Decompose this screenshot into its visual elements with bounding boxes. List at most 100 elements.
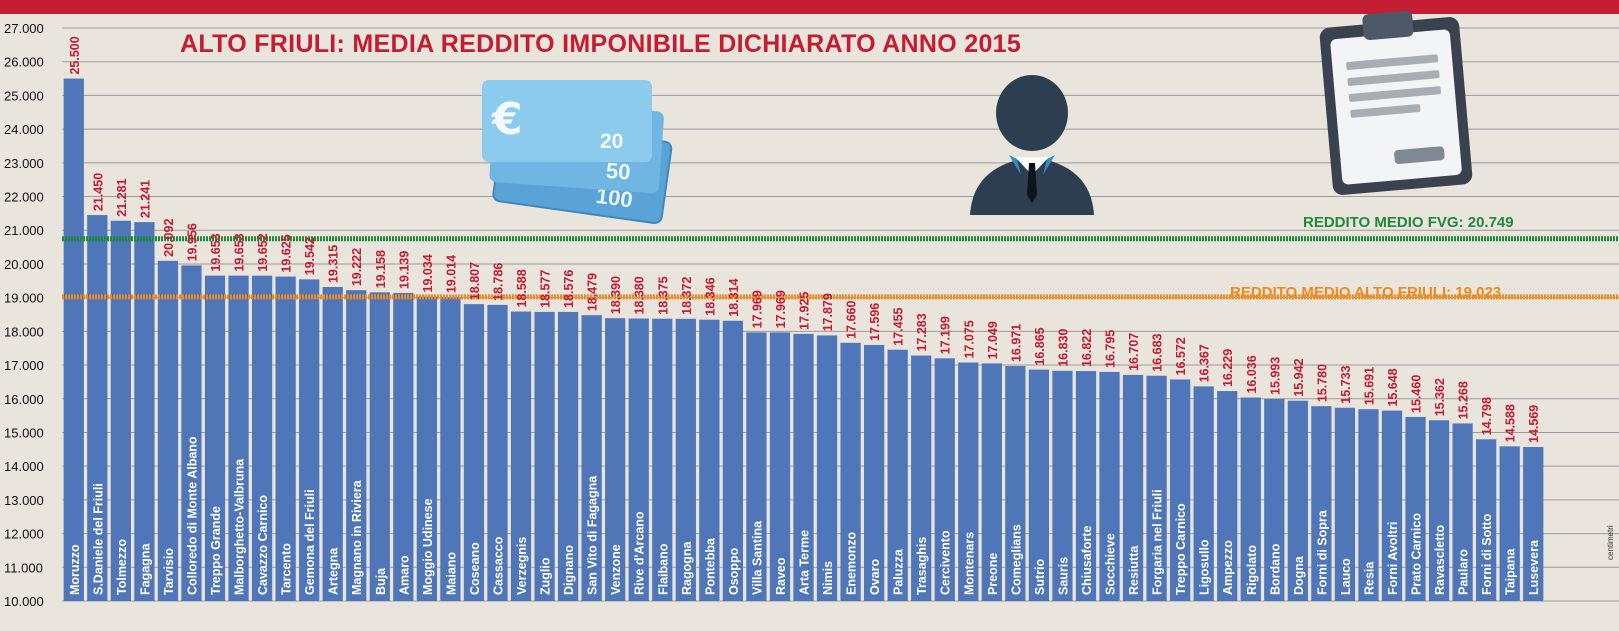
category-label: Sauris — [1056, 557, 1070, 595]
reference-label-fvg: REDDITO MEDIO FVG: 20.749 — [1303, 214, 1514, 231]
category-label: Buja — [374, 567, 388, 595]
bar — [1428, 420, 1450, 601]
value-label: 19.315 — [327, 245, 341, 283]
bar — [157, 260, 179, 601]
bar — [840, 342, 861, 601]
value-label: 17.075 — [962, 320, 976, 358]
bar — [1499, 446, 1520, 601]
category-label: Forgaria nel Friuli — [1151, 489, 1165, 595]
category-label: Rive d'Arcano — [633, 511, 647, 595]
category-label: Tarcento — [280, 543, 294, 595]
bar — [1287, 400, 1308, 601]
value-label: 18.807 — [468, 262, 482, 300]
value-label: 20.092 — [162, 219, 176, 257]
bar — [1334, 407, 1356, 601]
bar — [581, 315, 602, 601]
bar — [1052, 370, 1073, 601]
category-label: Verzegnis — [515, 537, 529, 595]
value-label: 14.569 — [1527, 405, 1541, 443]
bar — [605, 318, 626, 601]
category-label: Ampezzo — [1221, 540, 1235, 595]
category-label: Ravascletto — [1433, 524, 1447, 595]
category-label: Dogna — [1292, 555, 1306, 595]
category-label: Flaibano — [656, 543, 670, 595]
y-tick-label: 24.000 — [4, 122, 44, 137]
bar — [87, 215, 108, 602]
category-label: Lauco — [1339, 558, 1353, 595]
bar — [863, 344, 885, 601]
category-label: Rigolato — [1245, 545, 1259, 595]
category-label: Artegna — [327, 547, 341, 595]
y-tick-label: 19.000 — [4, 291, 44, 306]
value-label: 21.281 — [115, 178, 129, 216]
value-label: 19.653 — [209, 233, 223, 271]
value-label: 18.786 — [491, 263, 505, 301]
y-tick-label: 22.000 — [4, 190, 44, 205]
bar — [463, 304, 485, 601]
y-axis-ticks: 10.000 11.000 12.000 13.000 14.000 15.000 16.0… — [4, 21, 44, 609]
category-label: Taipana — [1504, 548, 1518, 595]
category-label: Montenars — [962, 532, 976, 595]
category-label: Cavazzo Carnico — [256, 495, 270, 595]
value-label: 18.346 — [703, 277, 717, 315]
bar — [1193, 386, 1214, 601]
value-label: 16.036 — [1245, 355, 1259, 393]
category-label: Resiutta — [1127, 545, 1141, 595]
value-label: 19.542 — [303, 237, 317, 275]
bar — [934, 358, 955, 601]
bar — [981, 363, 1002, 601]
value-labels: 25.500 21.450 21.281 21.241 20.092 19.956 19.6… — [68, 36, 1541, 443]
y-tick-label: 15.000 — [4, 425, 44, 440]
reference-label-alto-friuli: REDDITO MEDIO ALTO FRIULI: 19.023 — [1230, 284, 1502, 301]
y-tick-label: 17.000 — [4, 358, 44, 373]
category-label: San Vito di Fagagna — [586, 475, 600, 595]
category-labels: Moruzzo S.Daniele del Friuli Tolmezzo Fagag… — [68, 436, 1541, 595]
category-label: Forni di Sopra — [1315, 509, 1329, 595]
category-label: Malborghetto-Valbruna — [233, 458, 247, 595]
value-label: 18.390 — [609, 276, 623, 314]
bar — [346, 290, 367, 601]
bar — [1170, 379, 1191, 601]
value-label: 19.625 — [280, 234, 294, 272]
category-label: Cassacco — [491, 536, 505, 595]
category-label: Treppo Grande — [209, 506, 223, 595]
bar — [369, 292, 390, 601]
value-label: 18.380 — [633, 276, 647, 314]
bar — [1381, 410, 1403, 601]
category-label: Chiusaforte — [1080, 526, 1094, 596]
category-label: Comeglians — [1009, 524, 1023, 595]
bar — [440, 297, 461, 601]
value-label: 17.455 — [892, 307, 906, 345]
category-label: Treppo Carnico — [1174, 503, 1188, 595]
value-label: 21.450 — [91, 173, 105, 211]
bar — [793, 333, 814, 601]
y-tick-label: 27.000 — [4, 21, 44, 36]
category-label: Cercivento — [939, 530, 953, 595]
value-label: 18.576 — [562, 270, 576, 308]
svg-text:50: 50 — [605, 158, 631, 185]
bar — [628, 318, 649, 601]
svg-text:20: 20 — [600, 130, 623, 153]
value-label: 16.822 — [1080, 329, 1094, 367]
bar — [887, 349, 908, 601]
category-label: Dignano — [562, 545, 576, 595]
y-tick-label: 14.000 — [4, 459, 44, 474]
value-label: 15.362 — [1433, 378, 1447, 416]
value-label: 19.653 — [233, 233, 247, 271]
bar — [1075, 371, 1097, 601]
value-label: 14.588 — [1504, 404, 1518, 442]
y-tick-label: 13.000 — [4, 493, 44, 508]
y-tick-label: 25.000 — [4, 88, 44, 103]
category-label: Zuglio — [539, 557, 553, 595]
bar — [487, 304, 508, 601]
value-label: 16.707 — [1127, 333, 1141, 371]
bar — [699, 319, 720, 601]
bar — [557, 311, 579, 601]
category-label: Villa Santina — [750, 520, 764, 595]
value-label: 16.971 — [1009, 324, 1023, 362]
bar — [1122, 374, 1144, 601]
bar — [1311, 406, 1332, 601]
bar — [1240, 397, 1261, 601]
category-label: Preone — [986, 553, 1000, 595]
category-label: Enemonzo — [845, 531, 859, 595]
